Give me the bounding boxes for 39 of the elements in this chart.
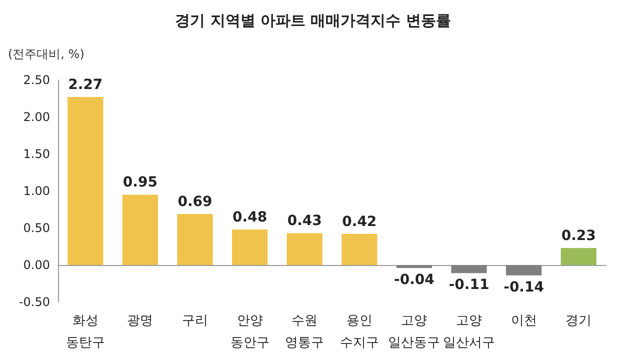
x-tick-label: 고양 일산동구 xyxy=(388,314,440,350)
bar xyxy=(286,233,322,265)
x-tick-label: 수원 영통구 xyxy=(285,314,324,350)
data-label: 0.42 xyxy=(342,214,377,230)
x-tick-label: 고양 일산서구 xyxy=(443,314,495,350)
data-label: -0.11 xyxy=(448,277,490,294)
y-tick-label: 2.00 xyxy=(23,110,50,124)
x-tick-label: 안양 동안구 xyxy=(230,314,270,350)
bar xyxy=(560,248,596,265)
y-axis-title: (전주대비, %) xyxy=(8,47,84,61)
bar xyxy=(396,265,432,268)
data-label: -0.04 xyxy=(394,272,435,288)
x-tick-label: 이천 xyxy=(510,314,537,328)
data-label: 2.27 xyxy=(68,77,103,94)
y-tick-label: -0.50 xyxy=(18,295,50,309)
chart-title: 경기 지역별 아파트 매매가격지수 변동률 xyxy=(175,12,451,30)
data-label: 0.23 xyxy=(561,228,596,244)
bar xyxy=(177,214,213,265)
bar xyxy=(232,229,268,265)
x-tick-label: 광명 xyxy=(127,314,154,328)
x-tick-label: 구리 xyxy=(182,314,208,328)
bar xyxy=(122,194,158,265)
bar xyxy=(451,265,487,274)
x-tick-label: 경기 xyxy=(566,314,592,328)
data-label: 0.48 xyxy=(232,209,268,226)
y-tick-label: 0.50 xyxy=(23,221,50,235)
data-label: 0.69 xyxy=(178,194,212,210)
x-tick-label: 용인 수지구 xyxy=(340,314,379,350)
y-tick-label: 1.50 xyxy=(23,147,50,161)
x-tick-label: 화성 동탄구 xyxy=(66,314,105,350)
data-label: 0.43 xyxy=(287,213,322,230)
bar xyxy=(68,97,104,265)
y-tick-label: 2.50 xyxy=(23,73,50,87)
data-label: -0.14 xyxy=(504,279,544,296)
data-label: 0.95 xyxy=(122,174,158,191)
y-tick-label: 1.00 xyxy=(23,184,50,198)
y-tick-label: 0.00 xyxy=(23,258,50,272)
bar xyxy=(342,234,378,265)
bar xyxy=(506,265,542,276)
